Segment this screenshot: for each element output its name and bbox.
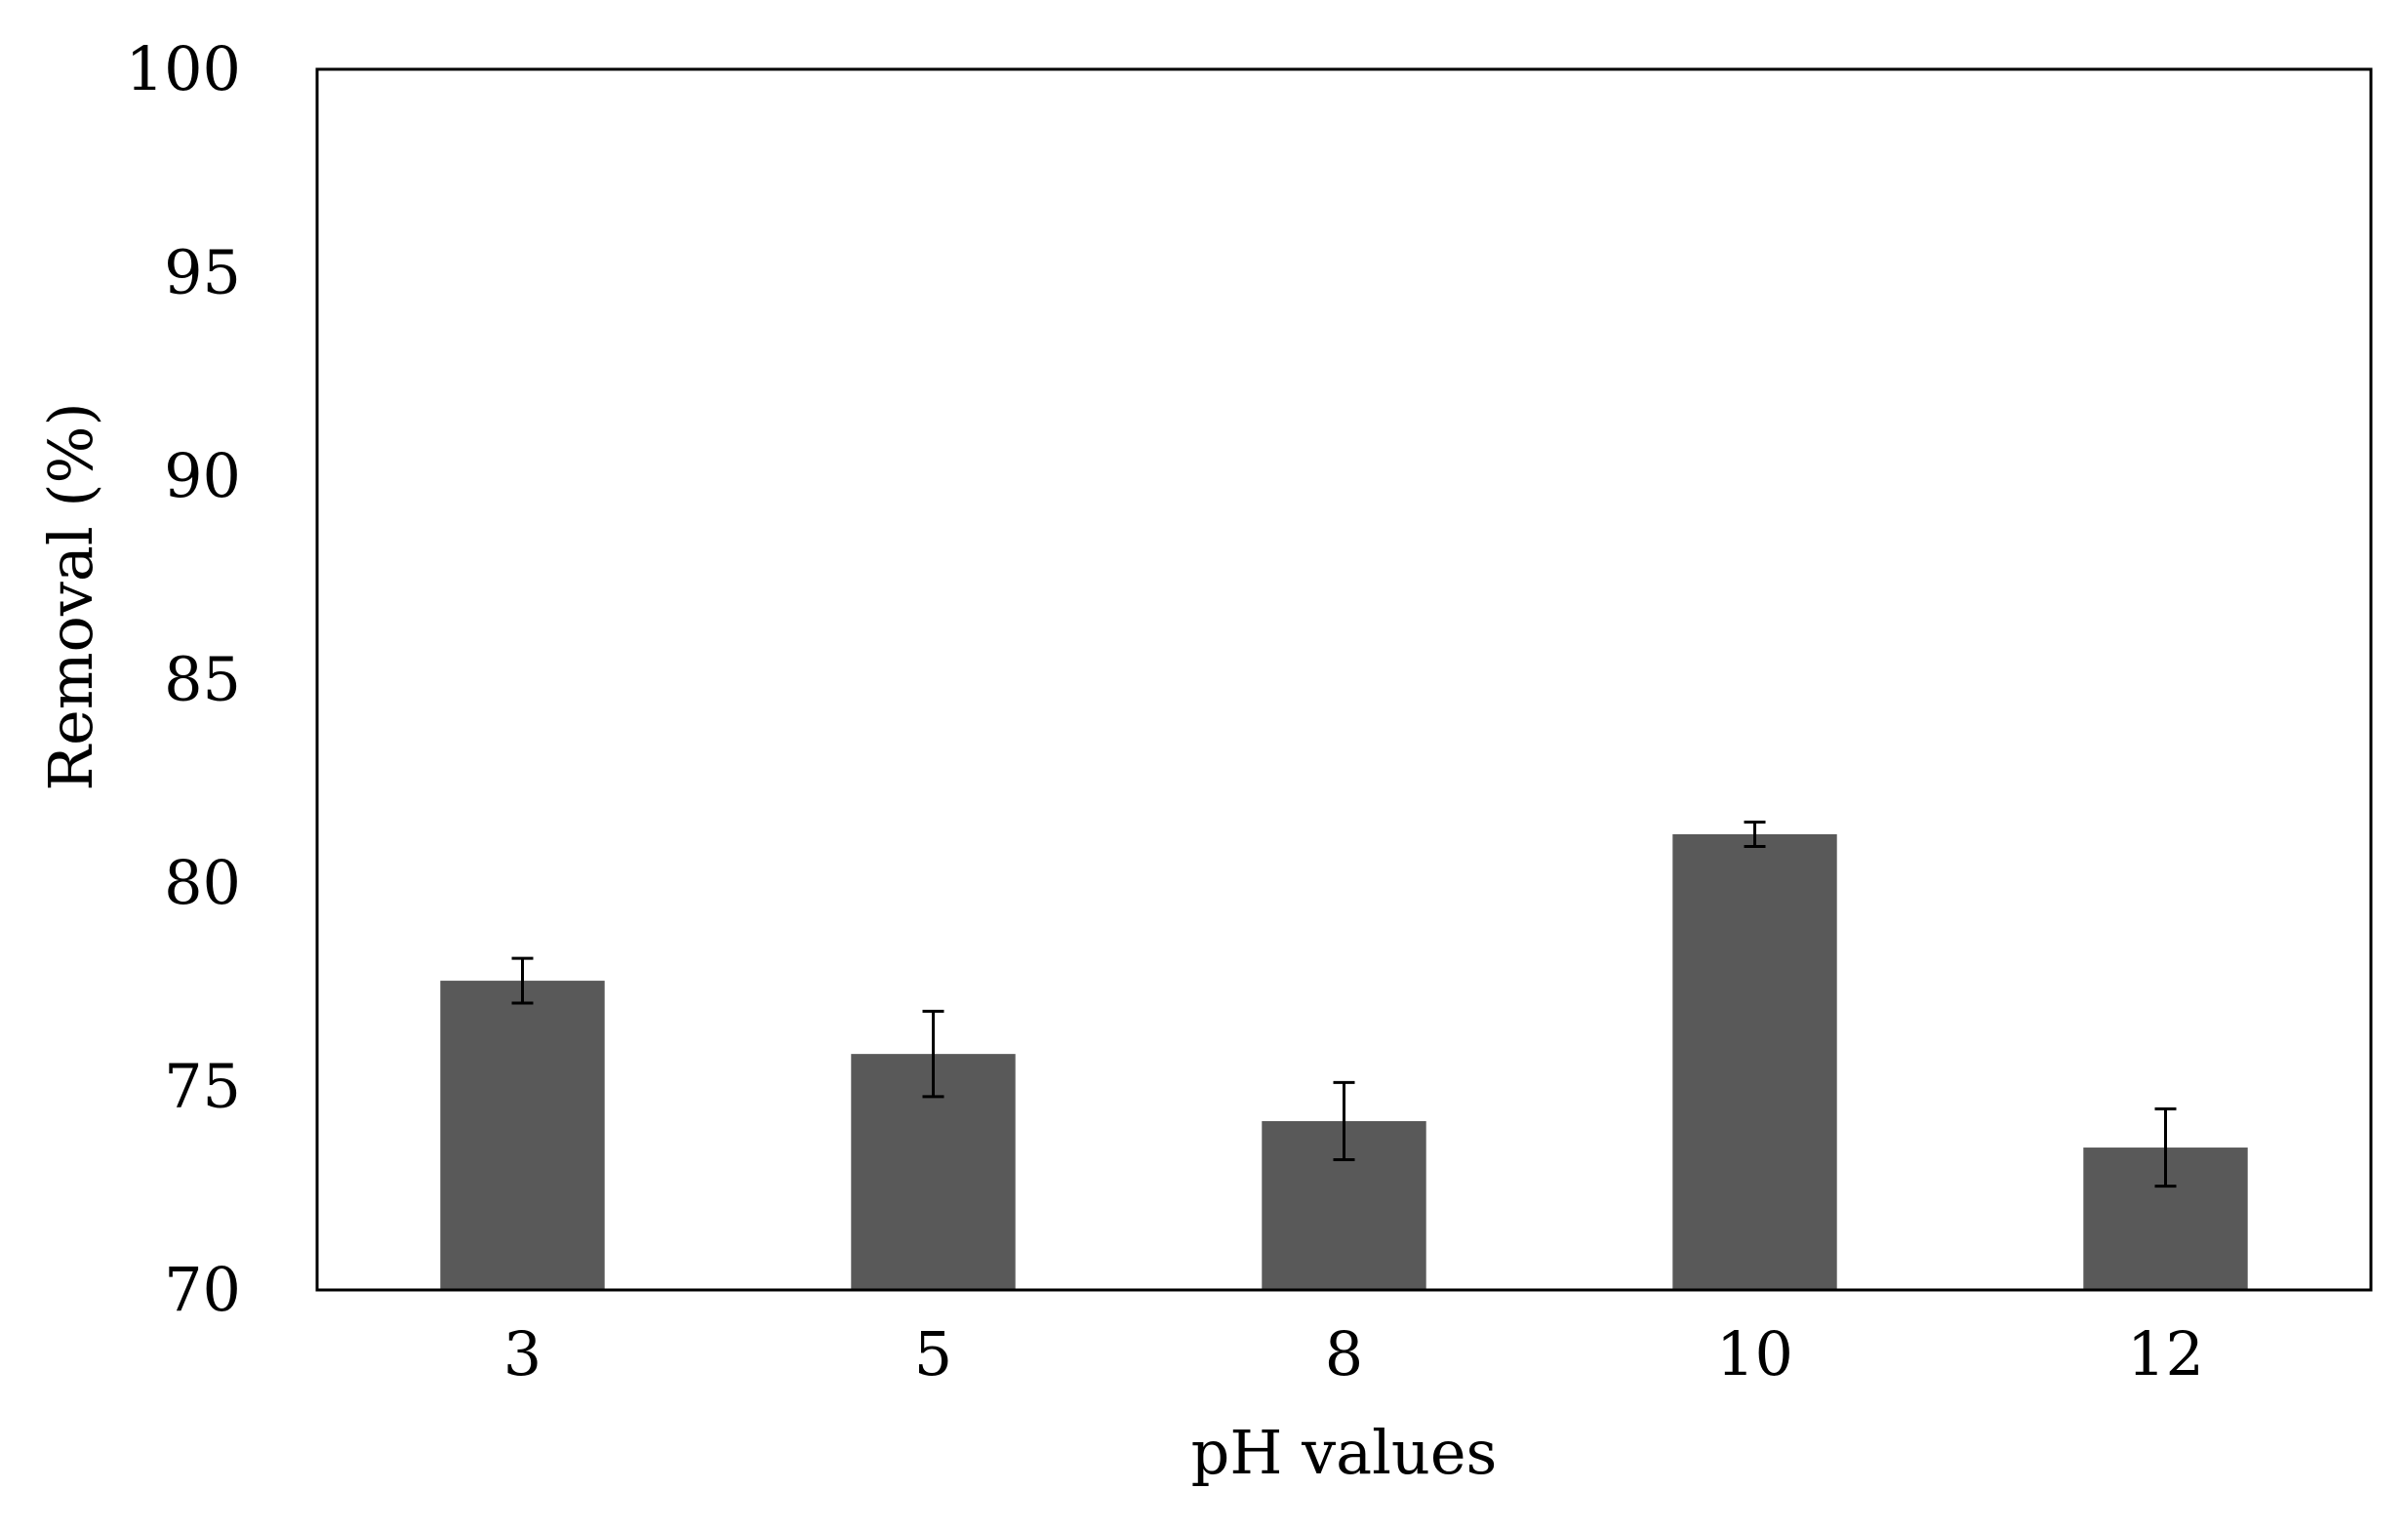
bar-10	[1672, 833, 1837, 1290]
x-axis-title: pH values	[1191, 1417, 1498, 1488]
y-tick-label-70: 70	[164, 1254, 241, 1325]
y-tick-label-80: 80	[164, 847, 241, 918]
x-tick-labels: 3 5 8 10 12	[503, 1318, 2204, 1389]
error-bar-3	[511, 956, 534, 1005]
y-tick-labels: 70 75 80 85 90 95 100	[126, 33, 241, 1325]
x-tick-label-10: 10	[1716, 1318, 1793, 1389]
error-bar-8	[1333, 1080, 1355, 1162]
y-tick-label-85: 85	[164, 644, 241, 715]
y-tick-label-75: 75	[164, 1051, 241, 1122]
bar-3	[440, 981, 605, 1290]
y-tick-label-90: 90	[164, 440, 241, 511]
error-bars-layer	[511, 820, 2177, 1188]
y-axis-title: Removal (%)	[35, 402, 106, 790]
bars-layer	[440, 833, 2248, 1290]
x-tick-label-5: 5	[914, 1318, 952, 1389]
x-tick-label-8: 8	[1325, 1318, 1363, 1389]
error-bar-10	[1744, 820, 1766, 848]
x-tick-label-12: 12	[2127, 1318, 2204, 1389]
y-tick-label-95: 95	[164, 237, 241, 308]
plot-frame	[315, 67, 2373, 1292]
y-tick-label-100: 100	[126, 33, 241, 104]
error-bar-5	[922, 1009, 944, 1099]
error-bar-12	[2154, 1107, 2177, 1188]
x-tick-label-3: 3	[503, 1318, 542, 1389]
